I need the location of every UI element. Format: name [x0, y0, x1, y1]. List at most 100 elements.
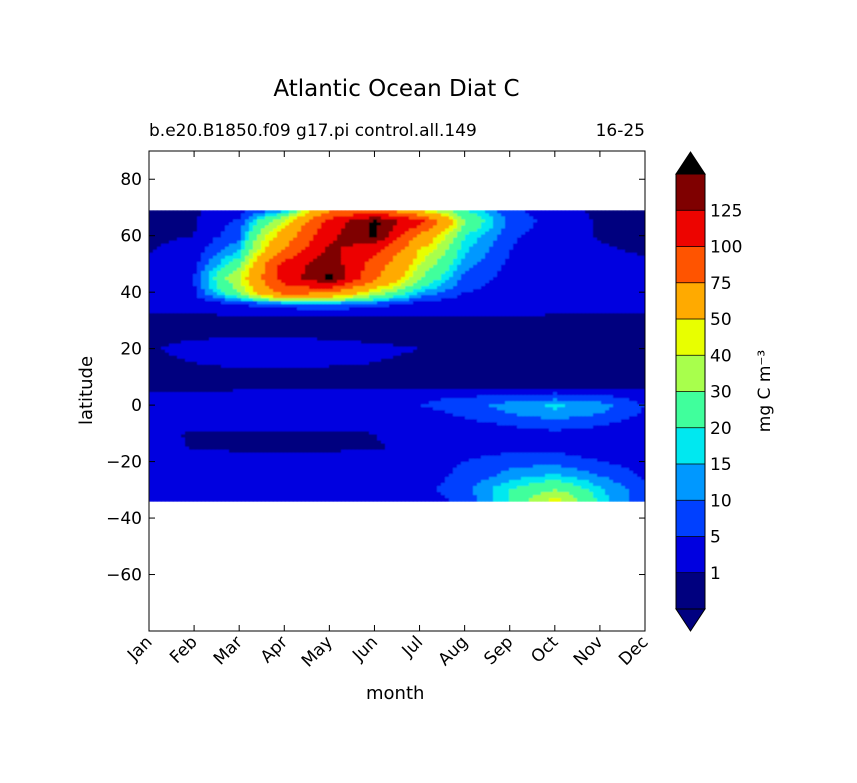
heatmap-cell [437, 231, 442, 236]
heatmap-cell [469, 219, 474, 224]
heatmap-cell [441, 222, 446, 227]
heatmap-cell [549, 219, 554, 224]
heatmap-cell [373, 213, 378, 217]
heatmap-cell [397, 216, 402, 220]
heatmap-cell [581, 210, 586, 214]
heatmap-cell [461, 222, 466, 227]
heatmap-cell [245, 237, 250, 242]
heatmap-cell [581, 234, 586, 239]
heatmap-cell [497, 234, 502, 239]
heatmap-cell [221, 216, 226, 220]
heatmap-cell [529, 216, 534, 220]
heatmap-cell [517, 219, 522, 224]
heatmap-cell [489, 258, 494, 263]
heatmap-cell [249, 255, 254, 260]
heatmap-cell [501, 252, 506, 257]
heatmap-cell [505, 213, 510, 217]
heatmap-cell [289, 243, 294, 248]
heatmap-cell [621, 231, 626, 236]
heatmap-cell [641, 258, 645, 263]
heatmap-cell [453, 219, 458, 224]
heatmap-cell [173, 252, 178, 257]
heatmap-cell [229, 249, 234, 254]
heatmap-cell [497, 228, 502, 233]
heatmap-cell [325, 258, 330, 263]
heatmap-cell [509, 252, 514, 257]
heatmap-cell [377, 219, 382, 224]
heatmap-cell [533, 258, 538, 263]
heatmap-cell [177, 210, 182, 214]
heatmap-cell [229, 231, 234, 236]
heatmap-cell [245, 225, 250, 230]
heatmap-cell [561, 219, 566, 224]
heatmap-cell [185, 216, 190, 220]
heatmap-cell [617, 225, 622, 230]
heatmap-cell [369, 234, 374, 239]
heatmap-cell [461, 231, 466, 236]
heatmap-cell [561, 228, 566, 233]
heatmap-cell [353, 240, 358, 245]
heatmap-cell [609, 219, 614, 224]
heatmap-cell [565, 252, 570, 257]
heatmap-cell [485, 228, 490, 233]
heatmap-cell [505, 228, 510, 233]
heatmap-cell [189, 231, 194, 236]
heatmap-cell [453, 240, 458, 245]
heatmap-cell [249, 240, 254, 245]
heatmap-cell [633, 252, 638, 257]
heatmap-cell [581, 246, 586, 251]
heatmap-cell [557, 243, 562, 248]
heatmap-cell [317, 243, 322, 248]
heatmap-cell [517, 216, 522, 220]
heatmap-cell [157, 225, 162, 230]
heatmap-cell [197, 234, 202, 239]
heatmap-cell [433, 222, 438, 227]
heatmap-cell [321, 210, 326, 214]
heatmap-cell [269, 213, 274, 217]
heatmap-cell [473, 213, 478, 217]
heatmap-cell [217, 216, 222, 220]
heatmap-cell [165, 216, 170, 220]
heatmap-cell [561, 222, 566, 227]
heatmap-cell [213, 243, 218, 248]
heatmap-cell [373, 219, 378, 224]
heatmap-cell [181, 255, 186, 260]
heatmap-cell [241, 258, 246, 263]
heatmap-cell [509, 246, 514, 251]
heatmap-cell [301, 243, 306, 248]
heatmap-cell [625, 252, 630, 257]
heatmap-cell [189, 234, 194, 239]
heatmap-cell [537, 225, 542, 230]
heatmap-cell [533, 228, 538, 233]
heatmap-cell [621, 216, 626, 220]
heatmap-cell [473, 216, 478, 220]
heatmap-cell [501, 234, 506, 239]
heatmap-cell [497, 225, 502, 230]
heatmap-cell [561, 225, 566, 230]
heatmap-cell [221, 237, 226, 242]
heatmap-cell [433, 213, 438, 217]
heatmap-cell [249, 222, 254, 227]
heatmap-cell [381, 261, 386, 266]
heatmap-cell [341, 237, 346, 242]
heatmap-cell [477, 228, 482, 233]
heatmap-cell [437, 210, 442, 214]
heatmap-cell [529, 261, 534, 266]
heatmap-cell [425, 228, 430, 233]
heatmap-cell [597, 210, 602, 214]
heatmap-cell [293, 252, 298, 257]
heatmap-cell [165, 234, 170, 239]
heatmap-cell [429, 252, 434, 257]
heatmap-cell [389, 255, 394, 260]
heatmap-cell [149, 255, 154, 260]
heatmap-cell [445, 231, 450, 236]
heatmap-cell [169, 258, 174, 263]
heatmap-cell [357, 210, 362, 214]
heatmap-cell [637, 231, 642, 236]
heatmap-cell [297, 243, 302, 248]
heatmap-cell [417, 240, 422, 245]
heatmap-cell [165, 240, 170, 245]
heatmap-cell [317, 237, 322, 242]
heatmap-cell [561, 258, 566, 263]
heatmap-cell [513, 219, 518, 224]
